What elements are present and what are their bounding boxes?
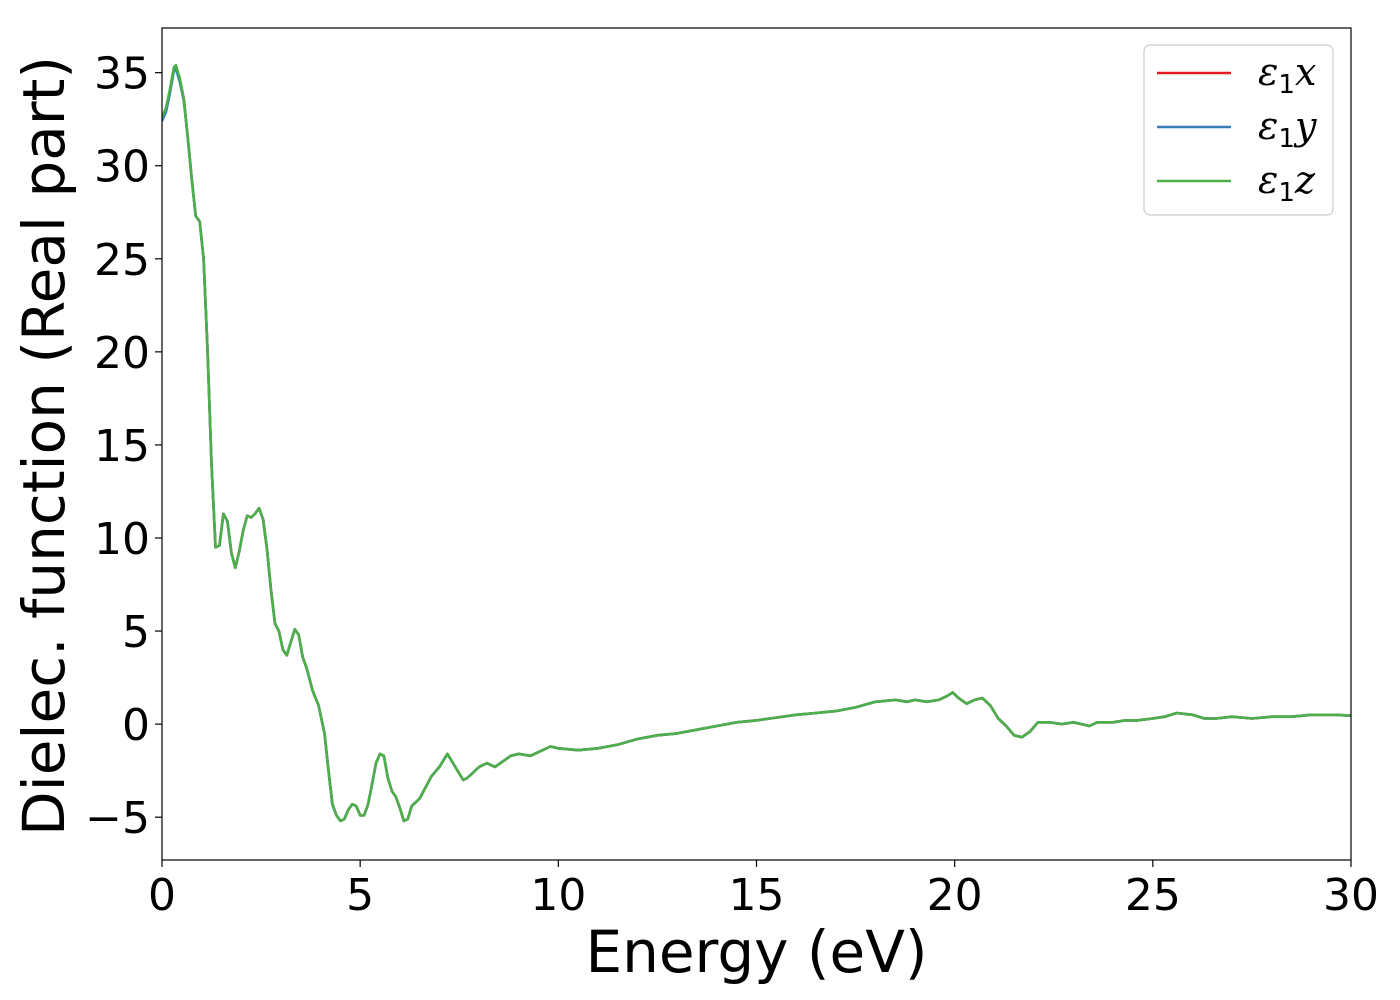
- y-tick-label: 35: [94, 49, 150, 100]
- x-tick-label: 20: [927, 870, 983, 921]
- legend-label-z: ε1z: [1258, 158, 1316, 208]
- y-tick-label: 15: [94, 421, 150, 472]
- x-tick-label: 25: [1125, 870, 1181, 921]
- x-axis-title: Energy (eV): [585, 918, 927, 986]
- x-tick-label: 15: [729, 870, 785, 921]
- series-line-z: [162, 63, 1351, 823]
- y-tick-label: 0: [122, 700, 150, 751]
- x-tick-label: 30: [1323, 870, 1379, 921]
- y-tick-label: 20: [94, 328, 150, 379]
- y-tick-label: −5: [85, 793, 150, 844]
- y-tick-label: 25: [94, 235, 150, 286]
- legend-frame: [1143, 44, 1334, 216]
- series-layer: [162, 63, 1351, 823]
- y-tick-label: 30: [94, 142, 150, 193]
- x-tick-label: 5: [346, 870, 374, 921]
- y-axis-title: Dielec. function (Real part): [10, 56, 78, 836]
- ticks-layer: 0 5 10 15 20 25 30 −5 0 5 10 15 20 25 30 35: [85, 49, 1379, 921]
- y-tick-label: 5: [122, 607, 150, 658]
- legend-label-x: ε1x: [1258, 50, 1316, 100]
- y-tick-label: 10: [94, 514, 150, 565]
- x-tick-label: 10: [530, 870, 586, 921]
- legend-label-y: ε1y: [1258, 104, 1317, 154]
- x-tick-label: 0: [148, 870, 176, 921]
